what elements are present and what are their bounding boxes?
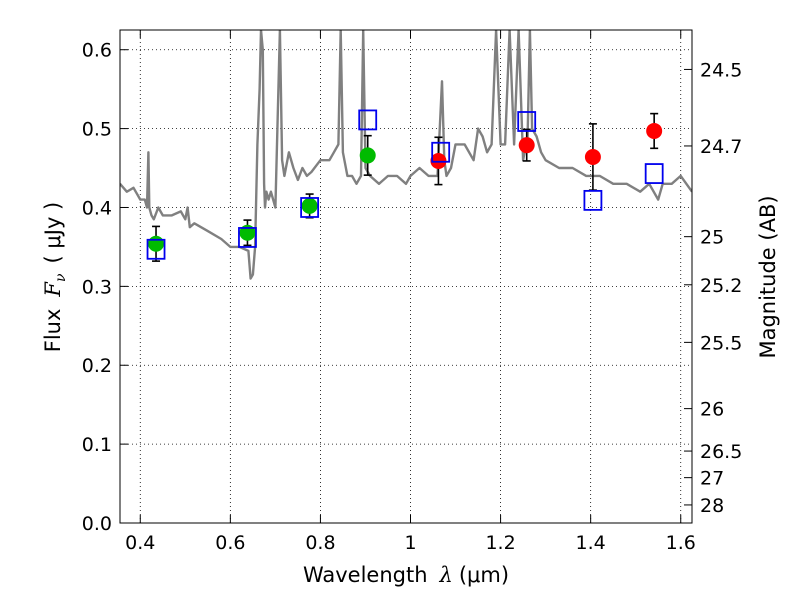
y2-axis-label: Magnitude (AB) — [756, 195, 780, 358]
x-tick-label: 0.6 — [215, 532, 245, 554]
y2-tick-label: 27 — [700, 468, 724, 490]
square-marker — [583, 189, 603, 211]
x-tick-label: 1.4 — [576, 532, 606, 554]
square-marker — [358, 109, 378, 131]
x-tick-label: 1 — [404, 532, 416, 554]
spectrum-line — [120, 30, 692, 280]
x-tick-label: 1.6 — [666, 532, 696, 554]
y2-tick-label: 24.7 — [700, 136, 742, 158]
y2-tick-label: 25.2 — [700, 275, 742, 297]
circle-marker — [518, 137, 535, 154]
plot-frame — [119, 29, 693, 524]
circle-marker — [584, 148, 601, 165]
axis-ticks: 0.4 0.6 0.8 1 1.2 1.4 1.6 0.0 0.1 0.2 0.3 0.4 0.5 0.6… — [82, 30, 742, 554]
y2-tick-label: 26 — [700, 399, 724, 421]
x-tick-label: 0.8 — [305, 532, 335, 554]
data-points — [146, 109, 664, 262]
y2-tick-label: 25 — [700, 227, 724, 249]
y-tick-label: 0.4 — [82, 197, 112, 219]
square-marker — [431, 141, 451, 163]
y-tick-label: 0.3 — [82, 276, 112, 298]
model-spectrum — [120, 30, 692, 280]
circle-marker — [359, 147, 376, 164]
square-marker — [644, 163, 664, 184]
x-tick-label: 1.2 — [485, 532, 515, 554]
y-tick-label: 0.1 — [82, 434, 112, 456]
circle-marker — [646, 122, 663, 139]
y-tick-label: 0.5 — [82, 119, 112, 141]
y-tick-label: 0.2 — [82, 355, 112, 377]
x-tick-label: 0.4 — [125, 532, 155, 554]
square-marker — [146, 238, 166, 260]
y2-tick-label: 24.5 — [700, 59, 742, 81]
square-marker — [300, 197, 320, 218]
y-tick-label: 0.0 — [82, 513, 112, 535]
square-marker — [517, 111, 537, 132]
y-tick-label: 0.6 — [82, 40, 112, 62]
circle-marker — [148, 235, 165, 252]
square-marker — [238, 227, 257, 248]
circle-marker — [301, 197, 318, 214]
y2-tick-label: 26.5 — [700, 441, 742, 463]
y2-tick-label: 28 — [700, 495, 724, 517]
x-axis-label: Wavelength λ (μm) — [303, 563, 509, 587]
y-axis-label: FluxFν( μJy ) — [41, 202, 69, 352]
y2-tick-label: 25.5 — [700, 332, 742, 354]
